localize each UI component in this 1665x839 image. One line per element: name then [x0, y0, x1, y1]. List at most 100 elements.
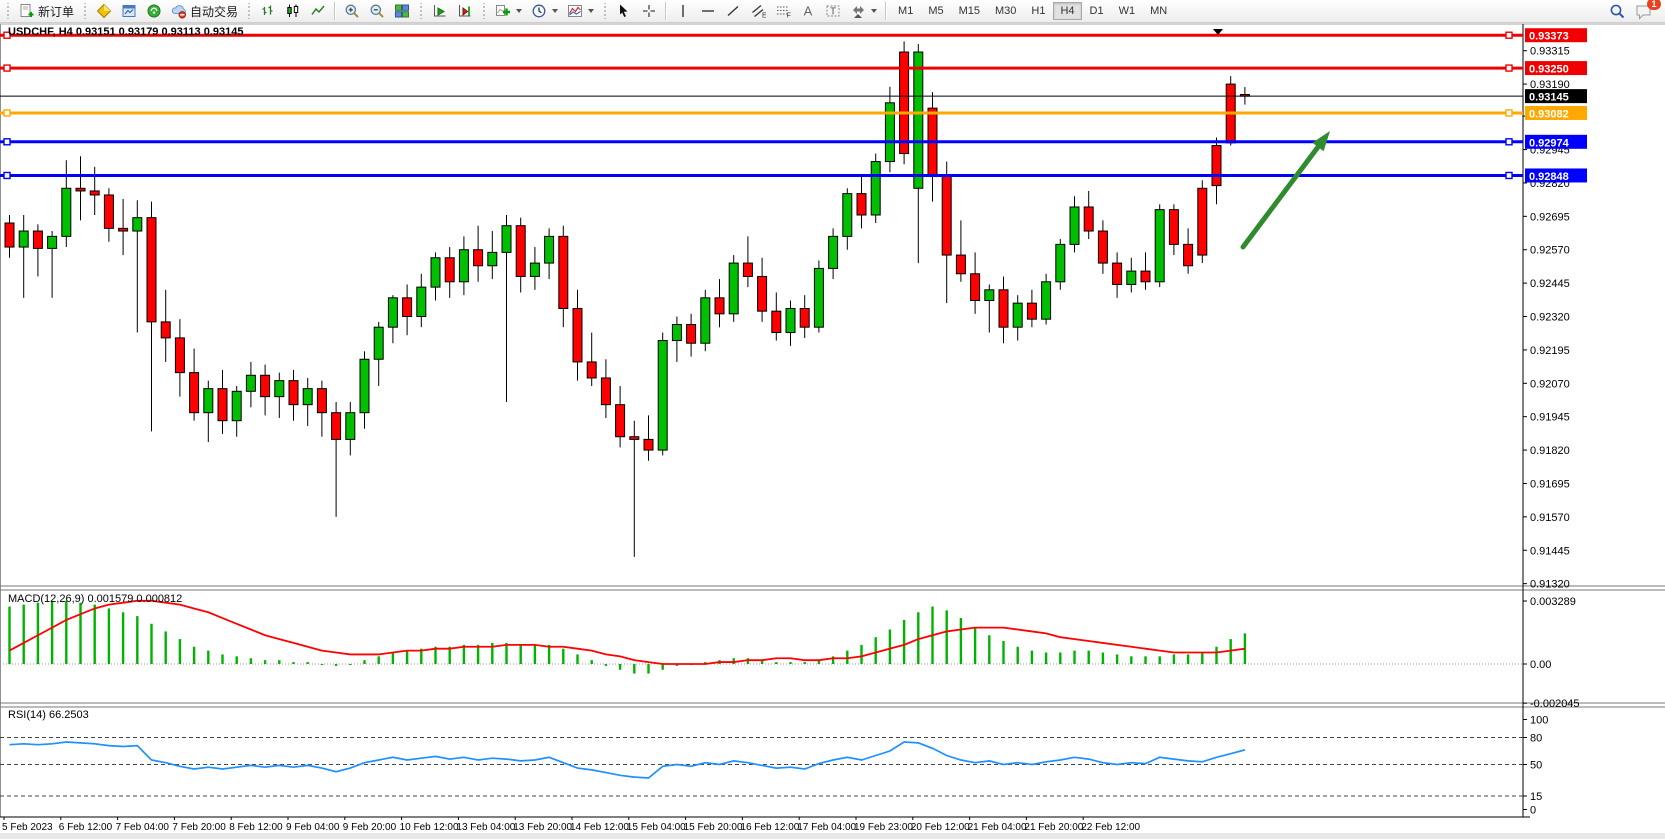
date-tick-label: 14 Feb 12:00	[570, 822, 629, 833]
line-handle[interactable]	[1505, 109, 1513, 117]
arrow-head-icon[interactable]	[1312, 131, 1330, 152]
chart-area[interactable]: 0.933150.931900.930700.929450.928200.926…	[0, 23, 1665, 833]
line-handle[interactable]	[1505, 171, 1513, 180]
macd-histogram-bar	[746, 658, 750, 664]
trend-arrow[interactable]	[1240, 131, 1330, 250]
indicators-button[interactable]	[491, 1, 526, 21]
text-label-icon: T	[825, 3, 841, 19]
vertical-line-button[interactable]	[671, 1, 695, 21]
line-handle[interactable]	[3, 31, 11, 39]
line-handle[interactable]	[1505, 64, 1513, 72]
autotrade-button[interactable]: 自动交易	[167, 1, 242, 21]
notifications-button[interactable]: 1	[1631, 0, 1661, 21]
macd-histogram-bar	[874, 637, 877, 664]
date-tick-label: 22 Feb 12:00	[1081, 822, 1140, 833]
market-watch-button[interactable]	[142, 1, 166, 21]
chart-shift-button[interactable]	[453, 1, 477, 21]
candle-body	[487, 251, 498, 267]
line-handle[interactable]	[3, 138, 11, 146]
zoom-in-button[interactable]	[340, 1, 364, 21]
zoom-out-button[interactable]	[365, 1, 389, 21]
timeframe-w1-button[interactable]: W1	[1112, 2, 1143, 20]
rsi-line	[9, 741, 1246, 779]
macd-histogram-bar	[306, 662, 309, 664]
equidistant-channel-button[interactable]: E	[746, 1, 770, 21]
candlestick-chart-button[interactable]	[281, 1, 305, 21]
candle-body	[132, 217, 143, 232]
arrows-button[interactable]	[846, 1, 881, 21]
timeframe-d1-button[interactable]: D1	[1083, 2, 1111, 20]
line-handle[interactable]	[3, 64, 11, 72]
price-tick-label: 0.92695	[1530, 211, 1570, 223]
price-tick-label: 0.93315	[1530, 46, 1570, 58]
price-tick-label: 0.92320	[1530, 312, 1570, 324]
line-handle[interactable]	[3, 109, 11, 117]
candle-body	[1154, 209, 1165, 283]
macd-tick-label: 0.00	[1530, 659, 1551, 671]
tile-windows-button[interactable]	[390, 1, 414, 21]
zoom-in-icon	[344, 3, 360, 19]
auto-scroll-button[interactable]	[428, 1, 452, 21]
candle-body	[416, 286, 427, 318]
timeframe-m30-button[interactable]: M30	[988, 2, 1023, 20]
profiles-button[interactable]	[117, 1, 141, 21]
text-label-button[interactable]: T	[821, 1, 845, 21]
macd-histogram-bar	[349, 664, 352, 665]
price-tick-label: 0.92070	[1530, 378, 1570, 390]
candle-body	[89, 190, 100, 196]
horizontal-line-icon	[700, 3, 716, 19]
line-handle[interactable]	[1505, 138, 1513, 146]
crosshair-button[interactable]	[637, 1, 661, 21]
date-tick-label: 9 Feb 04:00	[286, 822, 340, 833]
toolbar-grip	[419, 3, 424, 19]
candle-body	[600, 377, 611, 406]
cursor-button[interactable]	[612, 1, 636, 21]
trendline-button[interactable]	[721, 1, 745, 21]
macd-histogram-bar	[831, 656, 835, 664]
candle-body	[373, 326, 384, 360]
line-chart-button[interactable]	[306, 1, 330, 21]
macd-histogram-bar	[1172, 654, 1176, 664]
candle-body	[118, 227, 129, 232]
macd-histogram-bar	[8, 606, 11, 664]
search-button[interactable]	[1605, 1, 1630, 21]
candle-body	[203, 388, 214, 414]
price-tick-label: 0.93190	[1530, 79, 1570, 91]
timeframe-h4-button[interactable]: H4	[1053, 2, 1082, 20]
candle-body	[444, 257, 455, 283]
chart-canvas[interactable]: 0.933150.931900.930700.929450.928200.926…	[0, 23, 1665, 833]
line-handle[interactable]	[3, 171, 11, 180]
auto-scroll-icon	[432, 3, 448, 19]
candle-body	[189, 372, 200, 414]
macd-histogram-bar	[1101, 652, 1105, 664]
candle-body	[558, 235, 569, 309]
timeframe-m15-button[interactable]: M15	[952, 2, 987, 20]
candle-body	[302, 388, 313, 406]
text-button[interactable]: A	[796, 1, 820, 21]
price-tick-label: 0.91945	[1530, 412, 1570, 424]
chart-title: USDCHF, H4 0.93151 0.93179 0.93113 0.931…	[8, 26, 244, 38]
candle-body	[103, 194, 114, 229]
time-axis: 5 Feb 2023 6 Feb 12:00 7 Feb 04:00 7 Feb 20…	[2, 817, 1141, 833]
fibonacci-button[interactable]: F	[771, 1, 795, 21]
timeframe-m5-button[interactable]: M5	[921, 2, 950, 20]
candle-body	[1112, 262, 1123, 285]
timeframe-buttons: M1 M5 M15 M30 H1 H4 D1 W1 MN	[891, 2, 1174, 20]
templates-button[interactable]	[563, 1, 598, 21]
price-badge-label: 0.93082	[1529, 108, 1569, 120]
toolbar-grip	[6, 3, 10, 19]
line-handle[interactable]	[1505, 31, 1513, 39]
new-chart-button[interactable]	[92, 1, 116, 21]
new-order-button[interactable]: 新订单	[15, 1, 78, 21]
macd-histogram-bar	[789, 662, 792, 664]
chart-shift-marker[interactable]	[1213, 29, 1223, 35]
horizontal-line-button[interactable]	[696, 1, 720, 21]
timeframe-mn-button[interactable]: MN	[1143, 2, 1174, 20]
trendline-icon	[725, 3, 741, 19]
bar-chart-button[interactable]	[256, 1, 280, 21]
timeframe-m1-button[interactable]: M1	[891, 2, 920, 20]
arrow-shaft[interactable]	[1240, 144, 1321, 250]
candle-body	[359, 358, 370, 414]
timeframe-h1-button[interactable]: H1	[1024, 2, 1052, 20]
periods-button[interactable]	[527, 1, 562, 21]
